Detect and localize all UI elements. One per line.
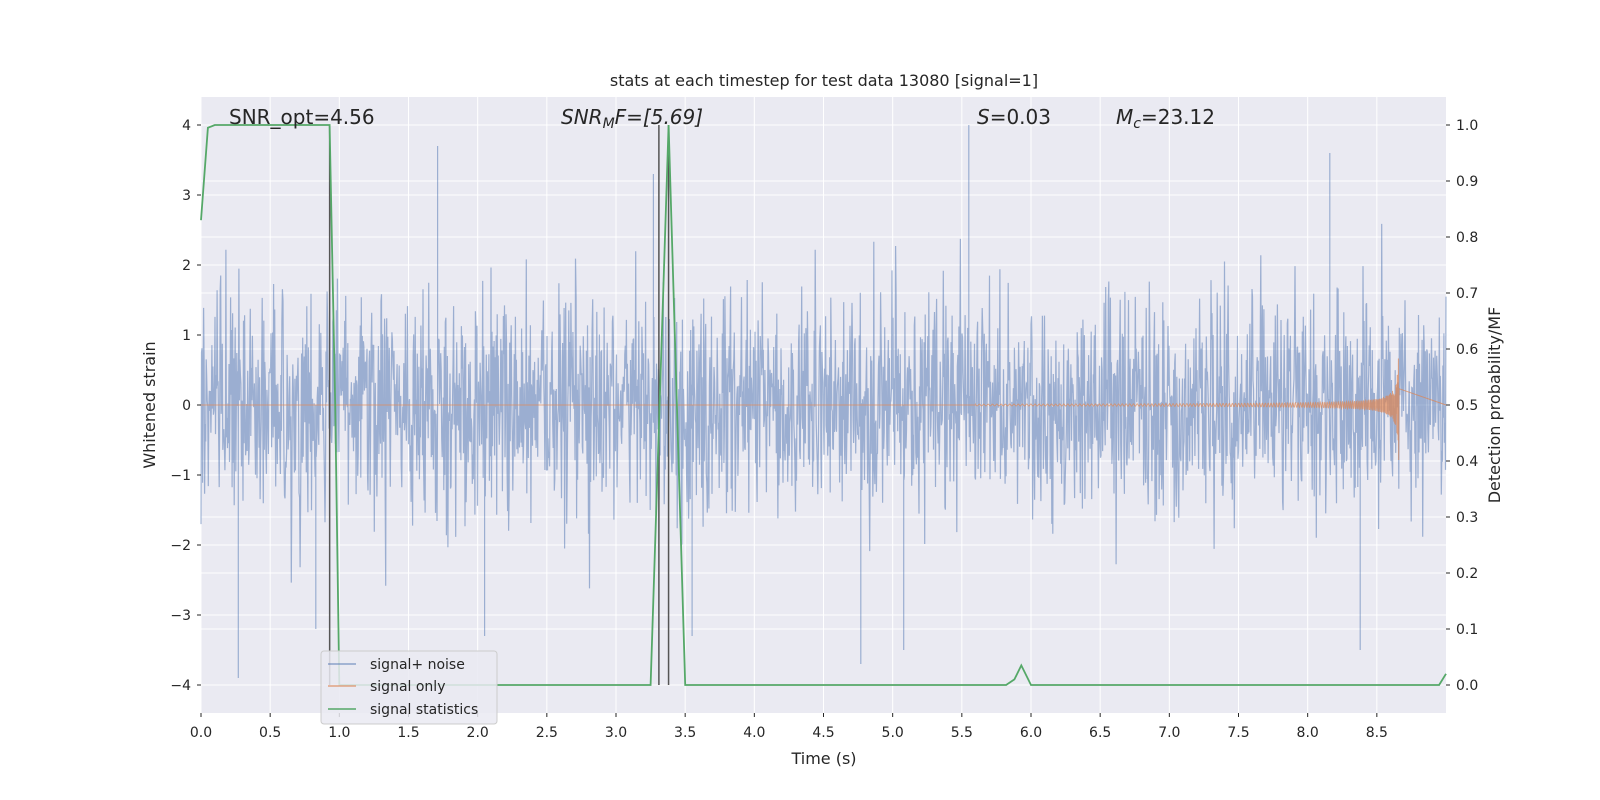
y-tick-label: −1 — [170, 468, 191, 484]
y2-tick-label: 0.9 — [1456, 174, 1478, 190]
y-tick-label: −4 — [170, 678, 191, 694]
mc-sub: c — [1133, 116, 1141, 132]
legend-label-signal-statistics: signal statistics — [370, 702, 478, 718]
x-tick-label: 4.0 — [743, 725, 765, 741]
y2-tick-label: 0.0 — [1456, 678, 1478, 694]
series-signal-only — [201, 358, 1447, 461]
x-tick-label: 0.5 — [259, 725, 281, 741]
signal-noise-line — [200, 125, 1447, 678]
y2-tick-label: 0.6 — [1456, 342, 1478, 358]
y-tick-label: 0 — [182, 398, 191, 414]
y2-tick-label: 0.7 — [1456, 286, 1478, 302]
legend-label-signal-noise: signal+ noise — [370, 657, 465, 673]
annotation-snr-mf: SNRMF=[5.69] — [561, 105, 703, 132]
series-signal-noise — [200, 125, 1447, 678]
y-tick-label: 4 — [182, 118, 191, 134]
x-tick-label: 8.5 — [1366, 725, 1388, 741]
s-prefix: S — [977, 105, 990, 129]
y-tick-label: 3 — [182, 188, 191, 204]
s-value: =0.03 — [990, 105, 1051, 129]
x-tick-label: 1.5 — [397, 725, 419, 741]
x-tick-label: 0.0 — [190, 725, 212, 741]
x-tick-label: 2.0 — [467, 725, 489, 741]
y2-tick-label: 0.4 — [1456, 454, 1478, 470]
signal-only-line — [201, 358, 1447, 461]
x-tick-label: 7.0 — [1158, 725, 1180, 741]
mc-value: =23.12 — [1141, 105, 1215, 129]
x-tick-label: 6.0 — [1020, 725, 1042, 741]
y-axis-label: Whitened strain — [140, 341, 159, 468]
annotation-s: S=0.03 — [977, 105, 1051, 129]
x-tick-label: 5.0 — [882, 725, 904, 741]
legend-label-signal-only: signal only — [370, 679, 445, 695]
y-tick-label: −3 — [170, 608, 191, 624]
x-tick-label: 4.5 — [812, 725, 834, 741]
y2-tick-label: 0.8 — [1456, 230, 1478, 246]
y-tick-label: 1 — [182, 328, 191, 344]
y2-tick-label: 0.2 — [1456, 566, 1478, 582]
legend-box — [320, 650, 498, 725]
y2-tick-label: 0.1 — [1456, 622, 1478, 638]
snr-mf-sub: M — [603, 116, 615, 132]
x-tick-label: 2.5 — [536, 725, 558, 741]
x-tick-label: 1.0 — [328, 725, 350, 741]
mc-prefix: M — [1116, 105, 1133, 129]
snr-mf-suffix: F=[5.69] — [615, 105, 703, 129]
x-tick-label: 6.5 — [1089, 725, 1111, 741]
annotation-snr-opt: SNR_opt=4.56 — [229, 105, 375, 129]
snr-mf-prefix: SNR — [561, 105, 603, 129]
y-tick-label: 2 — [182, 258, 191, 274]
annotation-mc: Mc=23.12 — [1116, 105, 1215, 132]
y2-tick-label: 0.5 — [1456, 398, 1478, 414]
chart-title: stats at each timestep for test data 130… — [610, 71, 1038, 90]
y2-tick-label: 1.0 — [1456, 118, 1478, 134]
x-tick-label: 5.5 — [951, 725, 973, 741]
x-tick-label: 8.0 — [1297, 725, 1319, 741]
y2-axis-label: Detection probability/MF — [1485, 307, 1504, 504]
signal-statistics-line — [200, 124, 1447, 686]
tick-labels: 0.0 0.5 1.0 1.5 2.0 2.5 3.0 3.5 4.0 4.5 5.0 5.5 6.0 6… — [170, 118, 1478, 741]
x-tick-label: 3.0 — [605, 725, 627, 741]
x-tick-label: 3.5 — [674, 725, 696, 741]
x-axis-label: Time (s) — [790, 749, 856, 768]
y-tick-label: −2 — [170, 538, 191, 554]
x-tick-label: 7.5 — [1227, 725, 1249, 741]
y2-tick-label: 0.3 — [1456, 510, 1478, 526]
legend: signal+ noise signal only signal statist… — [320, 650, 498, 725]
series-signal-statistics — [200, 124, 1447, 686]
